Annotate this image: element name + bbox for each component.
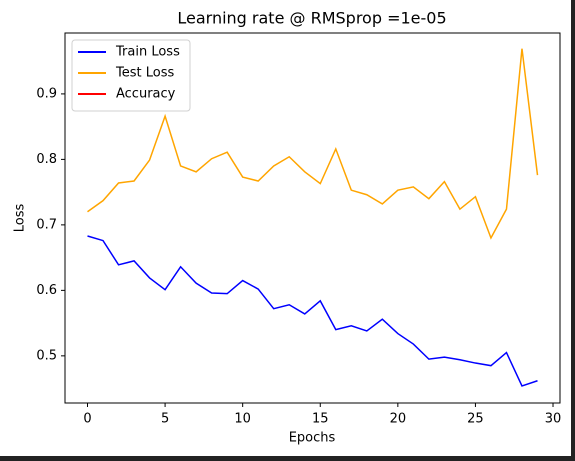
x-tick-label: 30 <box>545 412 562 427</box>
y-tick-label: 0.7 <box>36 217 57 232</box>
x-tick-label: 25 <box>467 412 484 427</box>
chart-title: Learning rate @ RMSprop =1e-05 <box>177 9 446 28</box>
x-axis-label: Epochs <box>289 431 336 446</box>
frame-edge <box>0 456 575 461</box>
legend-label: Accuracy <box>116 87 176 102</box>
x-tick-label: 10 <box>234 412 251 427</box>
legend-label: Train Loss <box>115 45 180 60</box>
y-axis-label: Loss <box>13 204 28 233</box>
x-tick-label: 20 <box>390 412 407 427</box>
line-series <box>87 235 538 387</box>
y-tick-label: 0.9 <box>36 86 57 101</box>
y-tick-label: 0.8 <box>36 152 57 167</box>
frame-edge <box>571 0 575 461</box>
plot-frame <box>64 32 561 404</box>
y-tick-label: 0.5 <box>36 348 57 363</box>
x-tick-label: 0 <box>83 412 91 427</box>
x-tick-label: 15 <box>312 412 329 427</box>
x-tick-label: 5 <box>161 412 169 427</box>
legend-label: Test Loss <box>115 66 174 81</box>
y-tick-label: 0.6 <box>36 283 57 298</box>
line-series <box>87 48 539 240</box>
